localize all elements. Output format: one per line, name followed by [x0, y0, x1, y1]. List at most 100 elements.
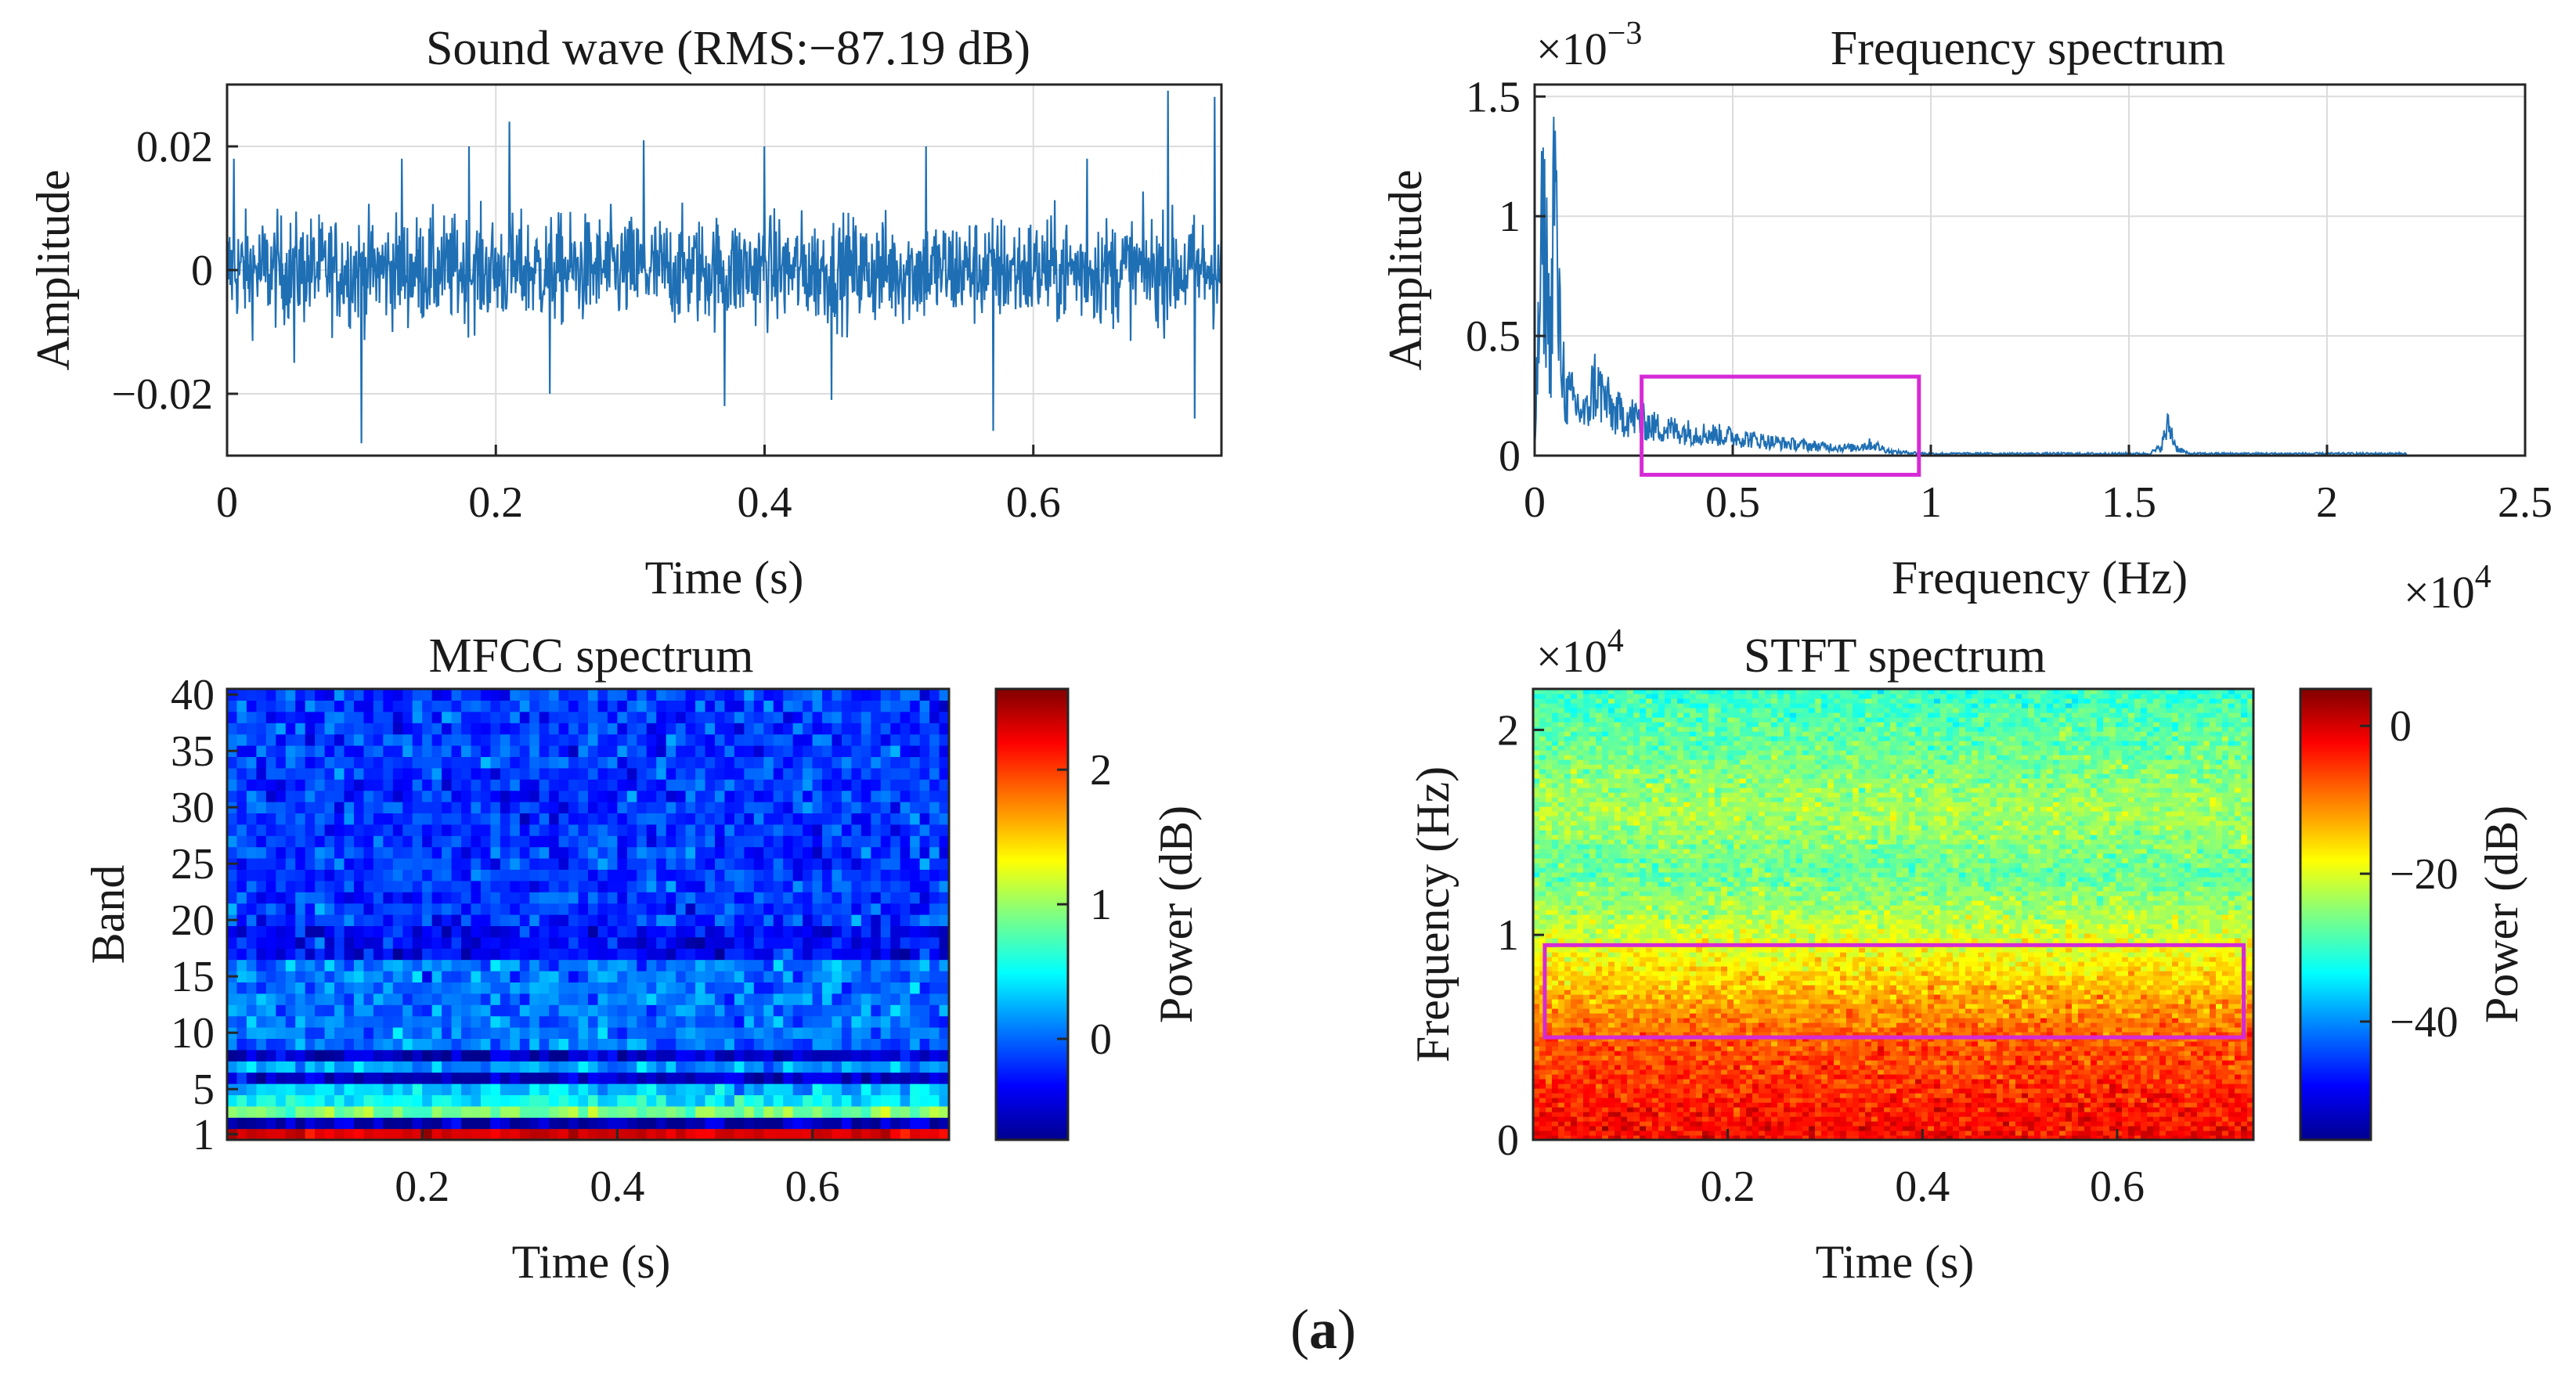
mfcc-cell — [666, 993, 676, 1005]
stft-cell — [2053, 1098, 2060, 1103]
mfcc-cell — [422, 1073, 432, 1084]
mfcc-cell — [315, 903, 325, 915]
stft-cell — [2241, 1112, 2248, 1117]
mfcc-cell — [851, 960, 861, 972]
mfcc-cell — [822, 1016, 832, 1028]
stft-cell — [1615, 1098, 1622, 1103]
mfcc-cell — [334, 1117, 345, 1129]
mfcc-cell — [715, 791, 725, 802]
mfcc-cell — [520, 881, 530, 892]
stft-cell — [1690, 1074, 1697, 1080]
stft-cell — [1934, 1079, 1941, 1084]
mfcc-cell — [373, 1073, 384, 1084]
stft-cell — [2166, 1065, 2173, 1070]
mfcc-cell — [549, 813, 559, 824]
mfcc-cell — [393, 1129, 403, 1141]
stft-cell — [1790, 1130, 1797, 1136]
stft-cell — [1853, 1130, 1860, 1136]
mfcc-cell — [325, 723, 335, 734]
mfcc-cell — [608, 914, 618, 926]
stft-cell — [1596, 1107, 1603, 1112]
mfcc-cell — [832, 881, 842, 892]
stft-cell — [1539, 1098, 1546, 1103]
stft-cell — [1853, 1107, 1860, 1112]
mfcc-cell — [266, 903, 276, 915]
mfcc-cell — [617, 1106, 627, 1118]
stft-cell — [1878, 1116, 1885, 1122]
stft-cell — [1978, 1083, 1985, 1089]
mfcc-cell — [452, 1106, 462, 1118]
mfcc-cell — [276, 1038, 286, 1050]
stft-cell — [2078, 1088, 2085, 1094]
mfcc-cell — [686, 1117, 696, 1129]
stft-cell — [1727, 1088, 1734, 1094]
stft-cell — [1746, 1126, 1753, 1131]
mfcc-cell — [783, 881, 793, 892]
mfcc-cell — [481, 1106, 491, 1118]
mfcc-cell — [383, 791, 393, 802]
stft-cell — [2047, 1116, 2054, 1122]
mfcc-cell — [315, 937, 325, 949]
mfcc-cell — [822, 1083, 832, 1095]
stft-cell — [2147, 1126, 2154, 1131]
mfcc-cell — [549, 892, 559, 903]
mfcc-cell — [295, 971, 305, 982]
mfcc-cell — [656, 937, 666, 949]
mfcc-cell — [832, 768, 842, 780]
mfcc-cell — [832, 847, 842, 859]
mfcc-cell — [724, 723, 734, 734]
mfcc-cell — [510, 925, 520, 937]
mfcc-cell — [490, 1094, 500, 1106]
mfcc-cell — [803, 835, 813, 847]
stft-cell — [2022, 1088, 2029, 1094]
mfcc-cell — [637, 1117, 647, 1129]
stft-cell — [1577, 1060, 1584, 1065]
mfcc-cell — [695, 971, 705, 982]
mfcc-cell — [315, 948, 325, 960]
mfcc-cell — [705, 869, 716, 881]
stft-cell — [2072, 1112, 2079, 1117]
mfcc-cell — [715, 971, 725, 982]
mfcc-cell — [793, 982, 803, 993]
mfcc-cell — [686, 712, 696, 723]
mfcc-cell — [345, 689, 355, 701]
spectrum-y-tick-label: 0 — [1499, 432, 1521, 481]
stft-cell — [1740, 1079, 1747, 1084]
mfcc-cell — [803, 712, 813, 723]
mfcc-cell — [597, 723, 608, 734]
mfcc-cell — [910, 745, 920, 757]
mfcc-cell — [920, 1050, 930, 1062]
stft-cell — [1583, 1088, 1590, 1094]
mfcc-cell — [647, 689, 657, 701]
mfcc-cell — [236, 813, 247, 824]
stft-cell — [1671, 1088, 1678, 1094]
stft-cell — [2072, 1093, 2079, 1098]
mfcc-cell — [500, 960, 511, 972]
mfcc-cell — [579, 881, 589, 892]
mfcc-cell — [793, 903, 803, 915]
stft-cell — [1665, 1065, 1672, 1070]
mfcc-cell — [256, 700, 266, 712]
mfcc-cell — [637, 723, 647, 734]
mfcc-cell — [481, 914, 491, 926]
mfcc-cell — [549, 869, 559, 881]
stft-cell — [1915, 1102, 1922, 1108]
mfcc-cell — [783, 1038, 793, 1050]
mfcc-cell — [793, 1073, 803, 1084]
stft-cell — [2222, 1088, 2229, 1094]
stft-cell — [1759, 1060, 1766, 1065]
mfcc-cell — [842, 1106, 852, 1118]
mfcc-cell — [422, 813, 432, 824]
mfcc-cell — [539, 1129, 550, 1141]
mfcc-cell — [559, 689, 569, 701]
mfcc-cell — [520, 734, 530, 746]
stft-cell — [1990, 1083, 1997, 1089]
stft-cell — [1909, 1112, 1916, 1117]
mfcc-cell — [705, 948, 716, 960]
stft-cell — [1978, 1069, 1985, 1075]
mfcc-cell — [890, 971, 900, 982]
mfcc-cell — [354, 734, 364, 746]
stft-cell — [2109, 1093, 2116, 1098]
stft-cell — [1884, 1112, 1891, 1117]
stft-cell — [2022, 1098, 2029, 1103]
